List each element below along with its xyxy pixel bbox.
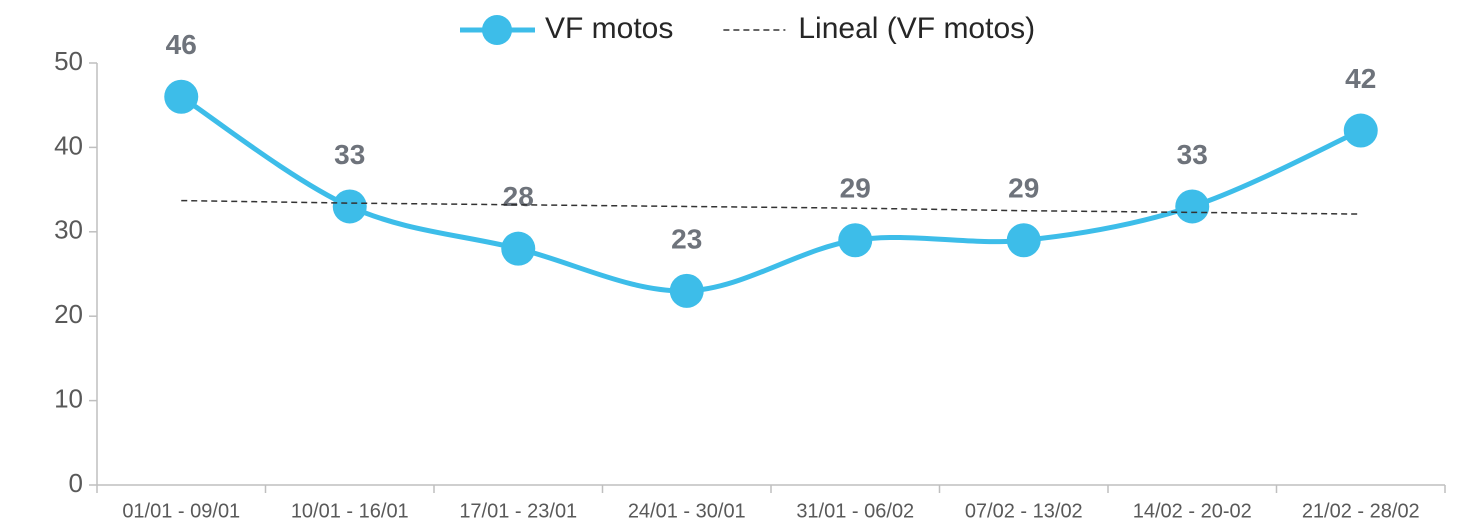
y-tick-label: 40 — [54, 130, 83, 160]
x-tick-label: 17/01 - 23/01 — [459, 500, 577, 522]
marker — [1006, 223, 1041, 258]
marker — [838, 223, 873, 258]
y-tick-label: 20 — [54, 299, 83, 329]
y-tick-label: 10 — [54, 383, 83, 413]
data-label: 23 — [671, 223, 702, 254]
legend-label: Lineal (VF motos) — [798, 12, 1035, 45]
data-label: 29 — [840, 173, 871, 204]
y-tick-label: 30 — [54, 215, 83, 245]
data-label: 29 — [1008, 173, 1039, 204]
x-tick-label: 24/01 - 30/01 — [628, 500, 746, 522]
marker — [669, 273, 704, 308]
marker — [501, 231, 536, 266]
marker — [1175, 189, 1210, 224]
x-tick-label: 21/02 - 28/02 — [1302, 500, 1420, 522]
y-tick-label: 0 — [69, 468, 83, 498]
x-tick-label: 14/02 - 20-02 — [1133, 500, 1252, 522]
data-label: 33 — [334, 139, 365, 170]
data-label: 28 — [503, 181, 534, 212]
x-tick-label: 10/01 - 16/01 — [291, 500, 409, 522]
legend-label: VF motos — [545, 12, 673, 45]
marker — [1343, 113, 1378, 148]
data-label: 46 — [166, 29, 197, 60]
y-tick-label: 50 — [54, 46, 83, 76]
legend-symbol — [482, 15, 512, 45]
marker — [164, 79, 199, 114]
trend-line — [181, 199, 1361, 215]
x-tick-label: 31/01 - 06/02 — [796, 500, 914, 522]
data-label: 33 — [1177, 139, 1208, 170]
data-label: 42 — [1345, 63, 1376, 94]
x-tick-label: 07/02 - 13/02 — [965, 500, 1083, 522]
x-tick-label: 01/01 - 09/01 — [122, 500, 240, 522]
marker — [332, 189, 367, 224]
